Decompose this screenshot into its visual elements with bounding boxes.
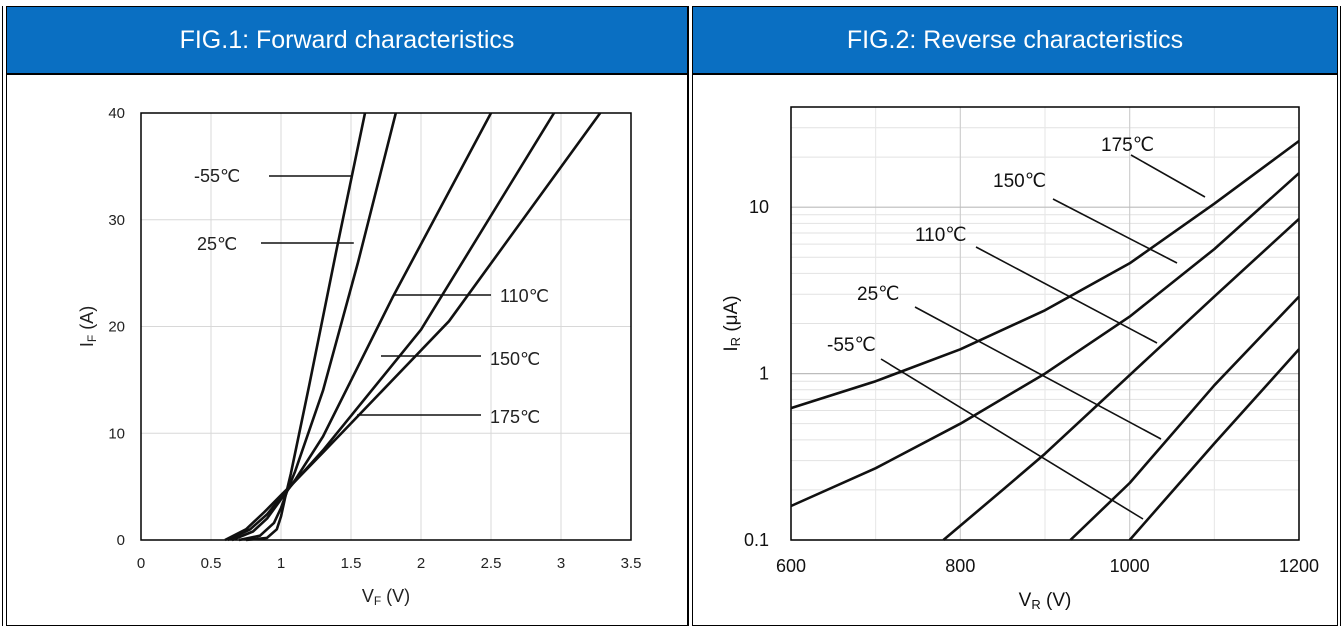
x-tick-label: 3 xyxy=(557,555,565,572)
y-tick-label: 30 xyxy=(108,212,125,229)
panel-title: FIG.2: Reverse characteristics xyxy=(693,7,1337,73)
x-axis-label: VF (V) xyxy=(362,586,410,608)
series-annotation: 25℃ xyxy=(197,234,237,254)
series-annotation: 150℃ xyxy=(993,171,1046,192)
series-line xyxy=(224,112,602,542)
x-axis-label: VR (V) xyxy=(1019,590,1072,612)
forward-characteristics-panel: FIG.1: Forward characteristics 0 0.5 1 1.5 2… xyxy=(6,6,688,626)
y-tick-label: 0.1 xyxy=(744,530,769,550)
x-tick-label: 1000 xyxy=(1110,556,1150,576)
outer-border-right xyxy=(1340,6,1341,626)
y-tick-label: 10 xyxy=(749,197,769,217)
annotation-leader xyxy=(975,246,1158,344)
x-tick-label: 1.5 xyxy=(341,555,362,572)
series-annotation: -55℃ xyxy=(194,166,240,186)
series-line xyxy=(1069,295,1300,541)
series-line xyxy=(942,217,1300,541)
x-tick-label: 2.5 xyxy=(481,555,502,572)
x-tick-label: 1200 xyxy=(1279,556,1319,576)
series-annotation: 150℃ xyxy=(490,349,540,369)
series-line xyxy=(1128,348,1300,541)
forward-characteristics-chart: 0 0.5 1 1.5 2 2.5 3 3.5 0 10 20 30 40 VF (V) IF (A) -55… xyxy=(77,105,642,608)
y-tick-label: 40 xyxy=(108,105,125,122)
header-divider xyxy=(7,73,687,75)
outer-border-left xyxy=(2,6,3,626)
series-annotation: 110℃ xyxy=(500,286,549,306)
x-tick-label: 800 xyxy=(945,556,975,576)
reverse-characteristics-panel: FIG.2: Reverse characteristics 600 800 100… xyxy=(692,6,1338,626)
x-tick-label: 2 xyxy=(417,555,425,572)
series-annotation: 175℃ xyxy=(1101,135,1154,156)
x-tick-label: 0.5 xyxy=(201,555,222,572)
x-tick-label: 3.5 xyxy=(621,555,642,572)
series-line xyxy=(790,172,1300,508)
reverse-characteristics-chart: 600 800 1000 1200 0.1 1 10 VR (V) IR (μA) 175℃ 150… xyxy=(721,106,1319,612)
plot-border xyxy=(140,112,632,541)
panel-title: FIG.1: Forward characteristics xyxy=(7,7,687,73)
annotation-leader xyxy=(1130,154,1206,198)
header-divider xyxy=(693,73,1337,75)
x-tick-label: 600 xyxy=(776,556,806,576)
annotation-leader xyxy=(914,306,1162,440)
annotation-leader xyxy=(1052,198,1178,264)
y-tick-label: 1 xyxy=(759,364,769,384)
series-annotation: 25℃ xyxy=(857,284,899,305)
series-annotation: 175℃ xyxy=(490,407,540,427)
x-tick-label: 1 xyxy=(277,555,285,572)
annotation-leader xyxy=(880,358,1144,520)
series-line xyxy=(790,139,1300,410)
series-annotation: 110℃ xyxy=(915,225,967,246)
series-annotation: -55℃ xyxy=(827,335,876,356)
x-tick-label: 0 xyxy=(137,555,145,572)
y-axis-label: IF (A) xyxy=(77,306,99,347)
plot-border xyxy=(790,106,1300,541)
y-axis-label: IR (μA) xyxy=(721,295,743,351)
y-tick-label: 20 xyxy=(108,319,125,336)
panel-divider xyxy=(688,6,689,626)
y-tick-label: 0 xyxy=(117,532,125,549)
y-tick-label: 10 xyxy=(108,425,125,442)
